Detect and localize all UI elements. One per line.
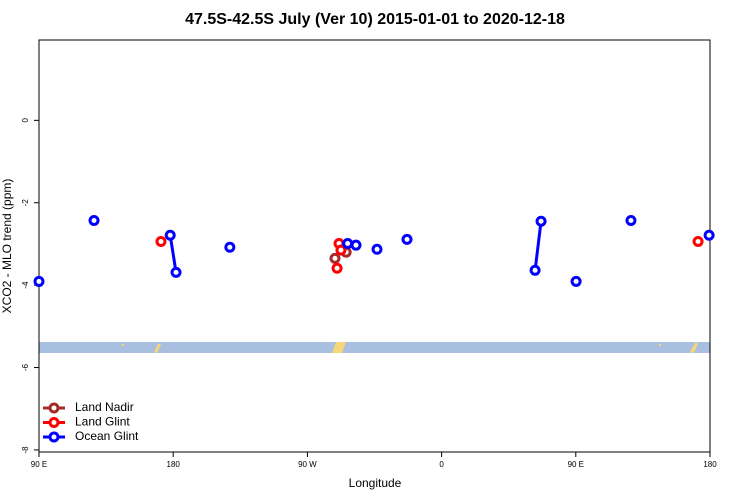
y-axis-label: XCO2 - MLO trend (ppm) <box>0 179 14 314</box>
x-tick-label: 90 E <box>31 460 47 469</box>
series-line <box>168 235 178 273</box>
y-tick-label: -8 <box>21 446 30 454</box>
land-blob <box>121 344 124 347</box>
legend-label: Land Glint <box>75 415 130 429</box>
point-marker <box>335 244 347 256</box>
series-line <box>533 221 543 271</box>
x-tick-label: 90 W <box>298 460 317 469</box>
point-marker <box>33 275 45 287</box>
legend-marker <box>48 402 60 414</box>
y-tick-label: 0 <box>21 118 30 123</box>
point-marker <box>703 229 715 241</box>
point-marker <box>224 241 236 253</box>
point-marker <box>329 252 341 264</box>
x-axis-label: Longitude <box>349 476 402 490</box>
point-marker <box>350 239 362 251</box>
point-marker <box>342 238 354 250</box>
x-tick-label: 180 <box>703 460 717 469</box>
legend-label: Ocean Glint <box>75 429 139 443</box>
point-marker <box>692 235 704 247</box>
point-marker <box>371 243 383 255</box>
point-marker <box>88 214 100 226</box>
x-tick-label: 0 <box>439 460 444 469</box>
point-marker <box>625 214 637 226</box>
point-marker <box>529 264 541 276</box>
point-marker <box>401 233 413 245</box>
y-tick-label: -2 <box>21 199 30 207</box>
point-marker <box>570 275 582 287</box>
x-tick-label: 90 E <box>568 460 584 469</box>
legend-marker <box>48 417 60 428</box>
legend-label: Land Nadir <box>75 400 134 414</box>
land-blob <box>332 342 346 353</box>
land-blob <box>658 344 661 347</box>
land-blob <box>690 343 698 353</box>
point-marker <box>164 229 176 241</box>
point-marker <box>170 266 182 278</box>
map-strip <box>39 342 710 353</box>
ocean-strip <box>39 342 710 353</box>
land-blob <box>154 344 161 353</box>
point-marker <box>535 215 547 227</box>
point-marker <box>155 235 167 247</box>
chart-title: 47.5S-42.5S July (Ver 10) 2015-01-01 to … <box>185 11 565 28</box>
y-tick-label: -6 <box>21 363 30 371</box>
legend-marker <box>48 431 60 443</box>
y-tick-label: -4 <box>21 281 30 289</box>
x-tick-label: 180 <box>167 460 181 469</box>
point-marker <box>331 262 343 274</box>
plot-frame <box>38 39 711 453</box>
